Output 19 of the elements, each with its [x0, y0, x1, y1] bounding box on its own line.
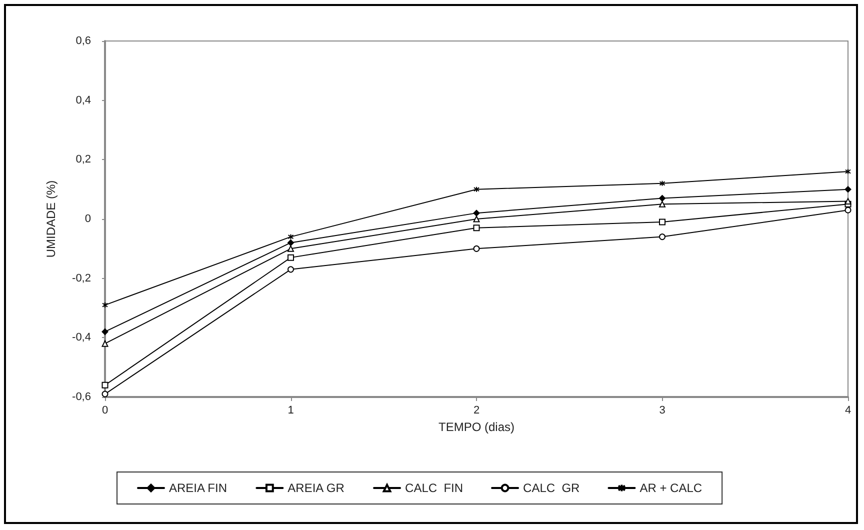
- y-tick-label: -0,4: [72, 332, 91, 344]
- x-tick-label: 0: [102, 404, 108, 416]
- legend-label: CALC GR: [523, 481, 580, 495]
- legend-label: AREIA FIN: [169, 481, 228, 495]
- y-tick-label: 0,6: [76, 35, 91, 47]
- legend-label: AREIA GR: [288, 481, 345, 495]
- legend-label: AR + CALC: [640, 481, 702, 495]
- y-tick-label: 0,2: [76, 154, 91, 166]
- x-tick-label: 3: [659, 404, 666, 416]
- y-tick-label: 0,4: [76, 94, 91, 106]
- x-tick-label: 4: [844, 404, 852, 416]
- y-tick-label: -0,2: [72, 272, 91, 284]
- x-tick-label: 2: [473, 404, 480, 416]
- y-axis-title: UMIDADE (%): [44, 180, 58, 258]
- legend-label: CALC FIN: [405, 481, 464, 495]
- y-tick-label: -0,6: [72, 391, 91, 403]
- y-tick-label: 0: [84, 213, 91, 225]
- x-axis-title: TEMPO (dias): [438, 420, 515, 434]
- x-tick-label: 1: [288, 404, 294, 416]
